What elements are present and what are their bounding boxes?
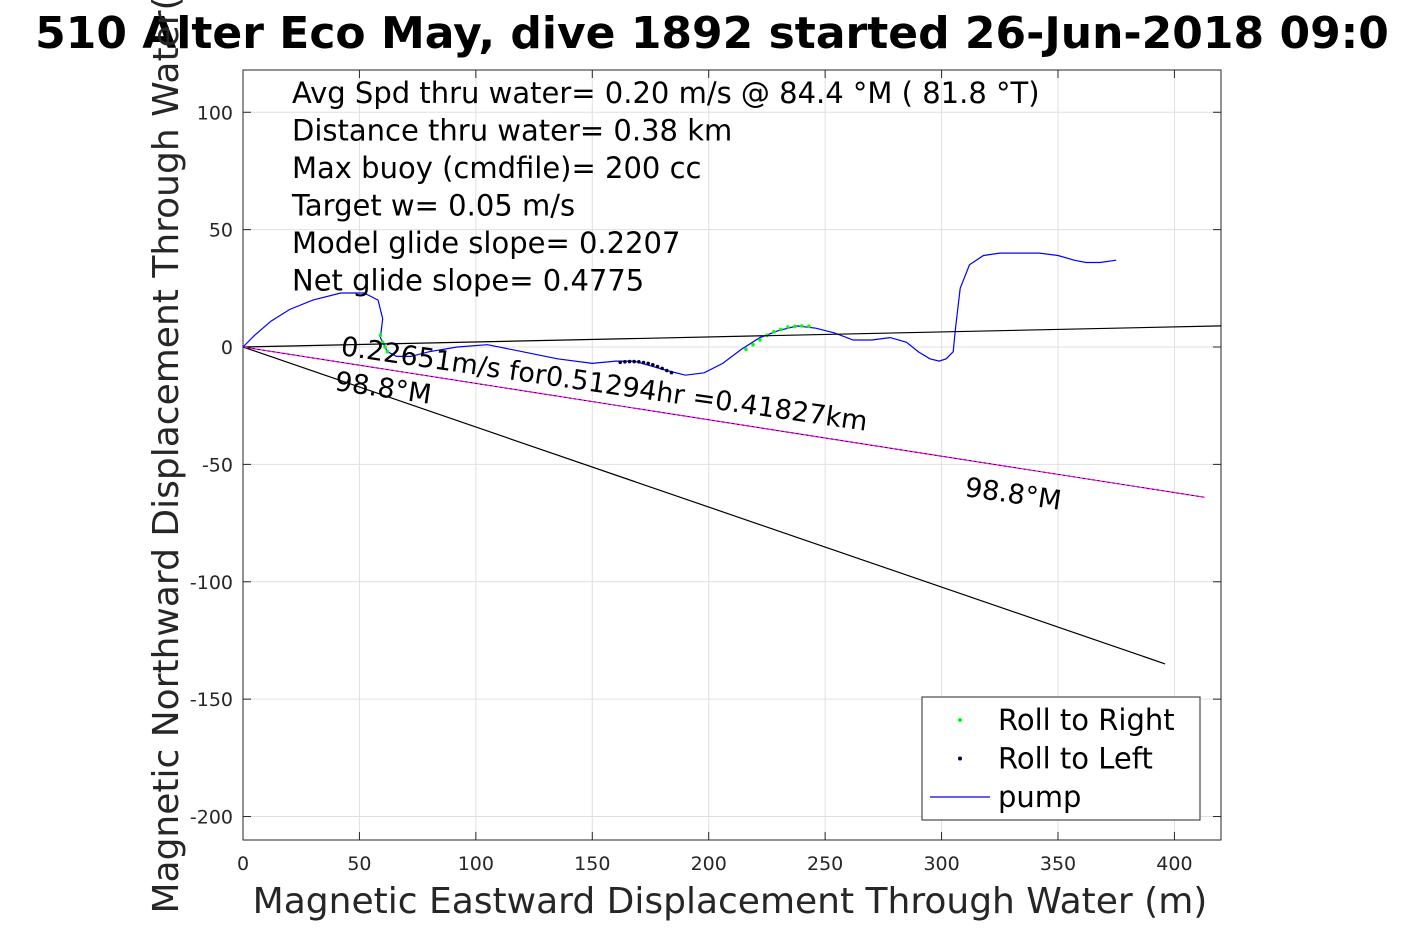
point-roll-to-left: [618, 360, 623, 365]
y-tick-label: 50: [209, 220, 233, 242]
heading-end-label: 98.8°M: [963, 472, 1063, 517]
point-roll-to-right: [786, 325, 790, 329]
point-roll-to-left: [632, 359, 636, 364]
point-roll-to-right: [383, 345, 387, 349]
y-tick-label: 100: [197, 102, 233, 124]
reference-line-3: [242, 325, 1222, 348]
legend-label: Roll to Left: [998, 742, 1153, 776]
point-roll-to-right: [772, 329, 776, 334]
x-tick-label: 400: [1156, 853, 1192, 875]
series-pump: [242, 252, 1117, 376]
point-roll-to-left: [641, 360, 646, 365]
point-roll-to-right: [758, 338, 762, 342]
point-roll-to-right: [779, 327, 783, 332]
stats-line: Model glide slope= 0.2207: [292, 226, 680, 260]
point-roll-to-left: [623, 360, 627, 364]
y-tick-label: -100: [190, 572, 233, 594]
point-roll-to-right: [793, 324, 797, 329]
legend-marker-roll-to-right: [958, 718, 962, 722]
stats-line: Target w= 0.05 m/s: [291, 189, 575, 223]
legend-marker-roll-to-left: [958, 756, 962, 761]
legend-label: Roll to Right: [998, 703, 1175, 737]
reference-line-4: [242, 346, 1166, 665]
point-roll-to-right: [744, 347, 748, 352]
stats-line: Avg Spd thru water= 0.20 m/s @ 84.4 °M (…: [292, 76, 1040, 110]
point-roll-to-left: [665, 368, 669, 373]
point-roll-to-left: [669, 370, 674, 375]
point-roll-to-right: [385, 349, 390, 354]
x-axis-label: Magnetic Eastward Displacement Through W…: [253, 881, 1208, 922]
point-roll-to-right: [807, 324, 811, 329]
point-roll-to-left: [655, 364, 660, 369]
reference-line-6: [242, 346, 1205, 498]
y-tick-labels: 100 50 0 -50 -100 -150 -200: [190, 102, 233, 828]
stats-annotations: Avg Spd thru water= 0.20 m/s @ 84.4 °M (…: [291, 76, 1040, 298]
point-roll-to-right: [751, 342, 755, 347]
point-roll-to-left: [627, 359, 632, 364]
x-tick-label: 300: [923, 853, 959, 875]
axes-box: [242, 69, 1222, 841]
x-tick-label: 200: [691, 853, 727, 875]
point-roll-to-right: [378, 333, 383, 338]
legend-label: pump: [998, 780, 1081, 814]
x-tick-label: 350: [1040, 853, 1076, 875]
x-tick-label: 250: [807, 853, 843, 875]
point-roll-to-left: [646, 361, 650, 366]
plot-area: [242, 69, 1222, 841]
point-roll-to-right: [800, 324, 804, 328]
point-roll-to-left: [637, 360, 641, 364]
y-axis-label: Magnetic Northward Displacement Through …: [146, 0, 187, 914]
point-roll-to-left: [660, 366, 664, 371]
legend: Roll to Right Roll to Left pump: [921, 696, 1201, 821]
x-tick-labels: 0 50 100 150 200 250 300 350 400: [237, 853, 1193, 875]
x-tick-label: 0: [237, 853, 249, 875]
y-tick-label: -200: [190, 807, 233, 829]
point-roll-to-left: [651, 363, 655, 367]
y-tick-label: 0: [221, 337, 233, 359]
series-layer: [242, 252, 1222, 665]
chart-title: 510 Alter Eco May, dive 1892 started 26-…: [35, 8, 1389, 59]
point-roll-to-right: [380, 340, 385, 345]
y-tick-label: -50: [202, 454, 233, 476]
stats-line: Max buoy (cmdfile)= 200 cc: [292, 151, 701, 185]
x-tick-label: 100: [458, 853, 494, 875]
x-tick-label: 150: [574, 853, 610, 875]
stats-line: Net glide slope= 0.4775: [292, 264, 644, 298]
legend-box: [921, 696, 1201, 821]
x-tick-label: 50: [347, 853, 371, 875]
stats-line: Distance thru water= 0.38 km: [292, 114, 732, 148]
y-tick-label: -150: [190, 689, 233, 711]
